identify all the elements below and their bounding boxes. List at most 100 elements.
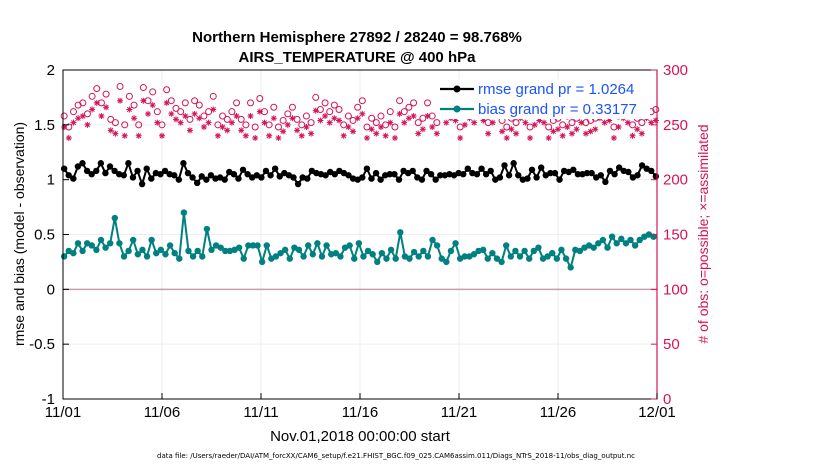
rmse-point (409, 167, 416, 175)
obs-assimilated-point (545, 134, 552, 141)
obs-assimilated-point (298, 132, 305, 139)
rmse-point (570, 166, 577, 173)
obs-assimilated-point (419, 126, 426, 133)
obs-assimilated-point (79, 113, 86, 120)
bias-point (526, 255, 533, 262)
obs-assimilated-point (112, 130, 119, 137)
bias-point (309, 251, 317, 258)
obs-assimilated-point (587, 128, 594, 135)
bias-point (576, 247, 584, 255)
y-right-tick-label: 250 (663, 117, 688, 134)
obs-assimilated-point (149, 102, 156, 109)
obs-assimilated-point (541, 119, 548, 126)
rmse-point (528, 166, 536, 173)
obs-assimilated-point (480, 117, 487, 124)
obs-assimilated-point (387, 119, 394, 126)
obs-assimilated-point (61, 124, 68, 131)
obs-assimilated-point (140, 97, 147, 104)
chart-title-line2: AIRS_TEMPERATURE @ 400 hPa (239, 49, 477, 66)
obs-assimilated-point (336, 117, 343, 124)
obs-assimilated-point (280, 128, 287, 135)
obs-assimilated-point (513, 130, 520, 137)
bias-point (93, 246, 100, 254)
rmse-point (460, 170, 467, 178)
bias-point (300, 253, 307, 260)
y-right-tick-label: 300 (663, 62, 688, 79)
obs-assimilated-point (308, 130, 315, 137)
rmse-point (102, 169, 109, 177)
obs-possible-point (186, 115, 194, 123)
obs-assimilated-point (219, 124, 226, 131)
obs-assimilated-point (359, 110, 366, 117)
obs-assimilated-point (377, 124, 384, 131)
obs-assimilated-point (461, 121, 468, 128)
obs-possible-point (139, 84, 147, 92)
obs-assimilated-point (396, 110, 403, 117)
bias-point (530, 247, 538, 255)
bias-point (180, 209, 188, 216)
obs-possible-point (307, 119, 315, 127)
obs-possible-point (130, 101, 138, 109)
bias-point (502, 242, 510, 249)
rmse-point (125, 160, 132, 167)
rmse-point (551, 169, 559, 177)
bias-point (631, 242, 639, 249)
obs-possible-point (102, 90, 110, 98)
x-tick-label: 11/26 (540, 404, 576, 421)
bias-point (650, 233, 657, 240)
bias-point (424, 253, 432, 260)
legend-rmse-label: rmse grand pr = 1.0264 (478, 81, 634, 98)
bias-point (470, 251, 478, 258)
bias-point (323, 242, 330, 249)
obs-possible-point (274, 123, 282, 131)
obs-assimilated-point (354, 115, 361, 122)
obs-assimilated-point (424, 113, 431, 120)
obs-possible-point (652, 105, 660, 113)
obs-assimilated-point (186, 127, 193, 134)
rmse-point (83, 167, 91, 175)
rmse-point (221, 176, 228, 183)
bias-point (97, 236, 105, 244)
rmse-point (180, 160, 187, 167)
rmse-point (74, 163, 82, 170)
bias-point (111, 214, 119, 222)
obs-possible-point (312, 93, 320, 101)
bias-point (203, 225, 211, 233)
obs-assimilated-point (322, 113, 329, 120)
obs-possible-point (368, 114, 376, 122)
bias-point (622, 240, 630, 247)
obs-assimilated-point (233, 113, 240, 120)
rmse-point (377, 176, 384, 183)
rmse-point (652, 173, 660, 180)
rmse-point (276, 173, 283, 180)
obs-possible-point (424, 99, 432, 107)
rmse-point (547, 169, 554, 177)
obs-assimilated-point (205, 119, 212, 126)
bias-point (176, 255, 183, 262)
bias-point (185, 247, 192, 255)
obs-possible-point (396, 97, 404, 105)
rmse-point (597, 172, 605, 179)
rmse-point (193, 179, 201, 187)
rmse-point (391, 170, 398, 178)
obs-assimilated-point (200, 124, 207, 131)
bias-point (599, 236, 607, 244)
obs-possible-point (153, 108, 161, 116)
obs-assimilated-point (652, 117, 659, 124)
bias-point (245, 242, 252, 249)
bias-point (314, 240, 321, 247)
rmse-point (322, 172, 329, 179)
rmse-point (93, 167, 100, 175)
x-tick-label: 11/06 (144, 404, 180, 421)
bias-point (106, 240, 114, 247)
obs-assimilated-point (610, 134, 617, 141)
bias-point (102, 244, 109, 251)
obs-possible-point (270, 103, 278, 111)
rmse-point (171, 172, 178, 179)
bias-point (189, 253, 197, 260)
bias-point (595, 240, 602, 247)
obs-assimilated-point (499, 128, 506, 135)
rmse-point (290, 174, 297, 181)
obs-assimilated-point (210, 106, 217, 113)
bias-layer (60, 209, 657, 271)
